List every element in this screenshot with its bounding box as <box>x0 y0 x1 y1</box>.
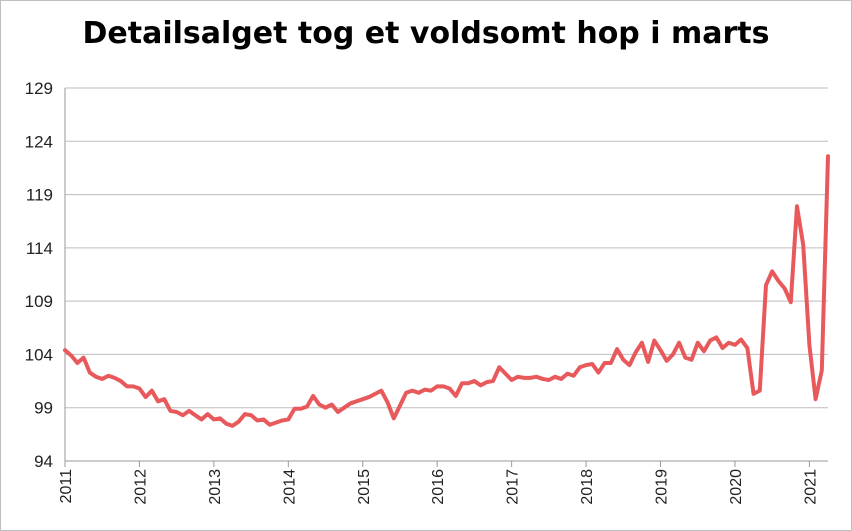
x-tick-label: 2021 <box>802 469 819 505</box>
chart-title: Detailsalget tog et voldsomt hop i marts <box>82 16 770 51</box>
series-line <box>63 154 830 428</box>
series-layer <box>63 154 830 428</box>
x-tick-label: 2013 <box>207 469 224 505</box>
x-tick-label: 2014 <box>281 469 298 505</box>
y-tick-label: 109 <box>25 292 53 311</box>
x-tick-label: 2012 <box>132 469 149 505</box>
y-tick-label: 124 <box>25 132 53 151</box>
y-tick-label: 129 <box>25 79 53 98</box>
x-tick-labels: 2011 2012 2013 2014 2015 2016 2017 2018 2019 2020… <box>58 469 819 505</box>
x-tick-label: 2018 <box>579 469 596 505</box>
x-tick-label: 2016 <box>430 469 447 505</box>
x-tick-label: 2011 <box>58 469 75 504</box>
gridlines <box>65 87 828 409</box>
x-tick-label: 2019 <box>654 469 671 505</box>
y-tick-label: 119 <box>26 186 53 205</box>
x-tick-label: 2020 <box>728 469 745 505</box>
axes <box>64 88 828 467</box>
y-tick-label: 114 <box>26 239 53 258</box>
y-tick-labels: 94 99 104 109 114 119 124 129 <box>25 79 53 471</box>
x-tick-label: 2015 <box>356 469 373 505</box>
x-tick-label: 2017 <box>505 469 522 505</box>
y-tick-label: 94 <box>34 452 53 471</box>
y-tick-label: 104 <box>25 345 53 364</box>
y-tick-label: 99 <box>34 399 53 418</box>
